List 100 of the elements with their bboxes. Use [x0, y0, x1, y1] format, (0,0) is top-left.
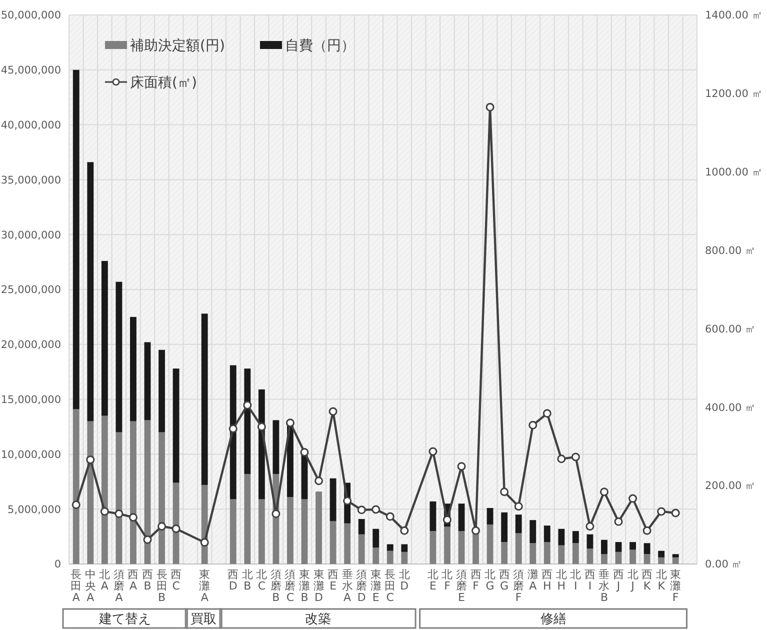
y-tick-label: 35,000,000: [0, 174, 61, 186]
bar: [672, 557, 679, 564]
point: [442, 515, 452, 524]
x-tick-label: 西K: [642, 568, 653, 592]
bar: [530, 520, 536, 544]
bar: [116, 432, 122, 564]
bar: [87, 421, 94, 564]
x-tick-label: 東灘D: [313, 568, 324, 604]
bar: [658, 557, 665, 564]
bar: [386, 550, 394, 564]
bar: [501, 542, 508, 564]
bar: [386, 544, 394, 551]
text: 建て替え: [98, 612, 152, 627]
bar: [130, 316, 136, 422]
bar: [101, 260, 108, 416]
point: [228, 424, 238, 433]
bar: [601, 540, 608, 554]
bar: [615, 542, 622, 552]
bar: [287, 497, 294, 564]
x-tick-label: 垂水B: [598, 568, 610, 604]
bar: [544, 526, 550, 542]
bar: [630, 550, 636, 564]
bar: [244, 368, 251, 474]
bar: [72, 70, 80, 410]
bar: [344, 523, 351, 564]
x-tick-label: 灘A: [527, 568, 538, 592]
point: [386, 512, 394, 521]
x-tick-label: 須磨E: [456, 568, 467, 604]
x-tick-label: 須磨F: [513, 568, 524, 604]
point: [600, 488, 608, 496]
point: [500, 488, 509, 496]
point: [300, 448, 309, 456]
point: [328, 407, 338, 416]
legend-label: 床面積(㎡): [130, 74, 197, 91]
y-tick-label: 20,000,000: [0, 339, 61, 352]
x-tick-label: 北A: [99, 568, 110, 592]
x-tick-label: 北H: [556, 568, 567, 592]
point: [642, 526, 652, 535]
bar: [358, 534, 365, 564]
point: [671, 508, 680, 518]
x-tick-label: 北E: [427, 568, 438, 592]
x-tick-label: 東灘B: [299, 568, 310, 604]
bar: [230, 365, 236, 500]
y-tick-label: 10,000,000: [0, 448, 61, 461]
bar: [644, 554, 650, 564]
y2-tick-label: 1000.00 ㎡: [705, 166, 763, 179]
point: [586, 522, 594, 531]
bar: [316, 492, 322, 564]
point: [628, 494, 638, 503]
x-tick-label: 中央A: [84, 568, 96, 604]
point: [542, 409, 552, 418]
bar: [501, 512, 508, 542]
point: [343, 496, 352, 506]
bar: [572, 531, 579, 544]
x-tick-label: 東灘E: [370, 568, 382, 604]
bar: [558, 545, 565, 564]
y2-tick-label: 1400.00 ㎡: [705, 10, 763, 22]
bar: [272, 420, 280, 474]
bar: [530, 543, 536, 564]
bar: [87, 162, 94, 422]
y-tick-label: 50,000,000: [0, 10, 61, 22]
bar: [515, 533, 522, 564]
y2-tick-label: 800.00 ㎡: [705, 244, 756, 257]
point: [272, 510, 280, 518]
x-tick-label: 西A: [128, 568, 139, 592]
bar: [601, 554, 608, 564]
x-tick-label: 須磨B: [270, 568, 282, 604]
x-tick-label: 北B: [242, 568, 253, 592]
bar: [486, 508, 494, 524]
y2-tick-label: 200.00 ㎡: [705, 480, 756, 492]
legend-label: 自費（円）: [285, 38, 355, 54]
bar: [301, 499, 308, 564]
point: [357, 506, 366, 514]
bar: [544, 542, 550, 564]
x-tick-label: 西D: [228, 568, 239, 592]
point: [514, 502, 523, 511]
point: [400, 526, 409, 535]
bar: [458, 504, 465, 532]
text: 買取: [190, 612, 217, 627]
bar: [158, 432, 165, 564]
point: [657, 507, 666, 516]
bar: [144, 342, 151, 420]
bar: [615, 552, 622, 564]
bar: [372, 548, 380, 564]
x-tick-label: 長田B: [156, 568, 168, 604]
y2-tick-label: 400.00 ㎡: [705, 402, 756, 414]
bar: [430, 531, 436, 564]
point: [428, 447, 438, 456]
x-tick-label: 西B: [142, 568, 153, 592]
bar: [644, 543, 650, 554]
bar: [358, 518, 365, 534]
point: [557, 454, 566, 464]
bar: [486, 524, 494, 564]
x-tick-label: 北G: [484, 568, 496, 592]
bar: [330, 521, 336, 564]
x-tick-label: 長田C: [384, 568, 396, 604]
bar: [201, 314, 208, 485]
x-tick-label: 須磨D: [356, 568, 368, 604]
y2-tick-label: 0.00 ㎡: [705, 558, 743, 571]
bar: [672, 554, 679, 558]
